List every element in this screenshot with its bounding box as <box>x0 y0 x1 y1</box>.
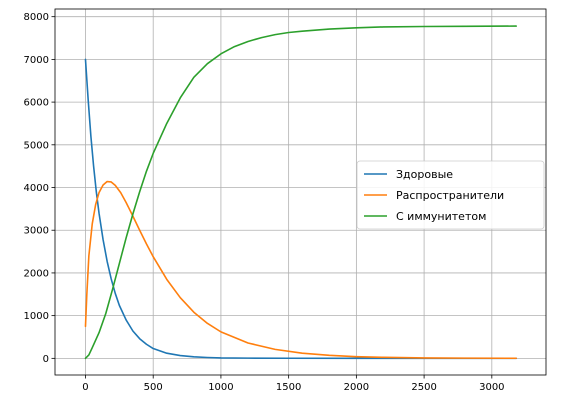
y-tick-label: 7000 <box>24 55 49 66</box>
y-tick-label: 4000 <box>24 183 49 194</box>
y-tick-label: 8000 <box>24 12 49 23</box>
x-tick-label: 0 <box>82 382 88 393</box>
legend-label: Здоровые <box>396 168 453 181</box>
x-tick-label: 2500 <box>411 382 436 393</box>
y-tick-label: 0 <box>43 354 49 365</box>
legend-label: С иммунитетом <box>396 210 486 223</box>
y-tick-label: 1000 <box>24 311 49 322</box>
legend: Здоровые Распространители С иммунитетом <box>357 161 544 229</box>
y-tick-label: 6000 <box>24 98 49 109</box>
y-tick-label: 5000 <box>24 140 49 151</box>
y-tick-label: 3000 <box>24 226 49 237</box>
y-tick-label: 2000 <box>24 268 49 279</box>
x-tick-label: 2000 <box>344 382 369 393</box>
x-tick-label: 1000 <box>208 382 233 393</box>
x-tick-label: 3000 <box>479 382 504 393</box>
x-tick-label: 500 <box>144 382 163 393</box>
x-tick-label: 1500 <box>276 382 301 393</box>
legend-label: Распространители <box>396 189 504 202</box>
